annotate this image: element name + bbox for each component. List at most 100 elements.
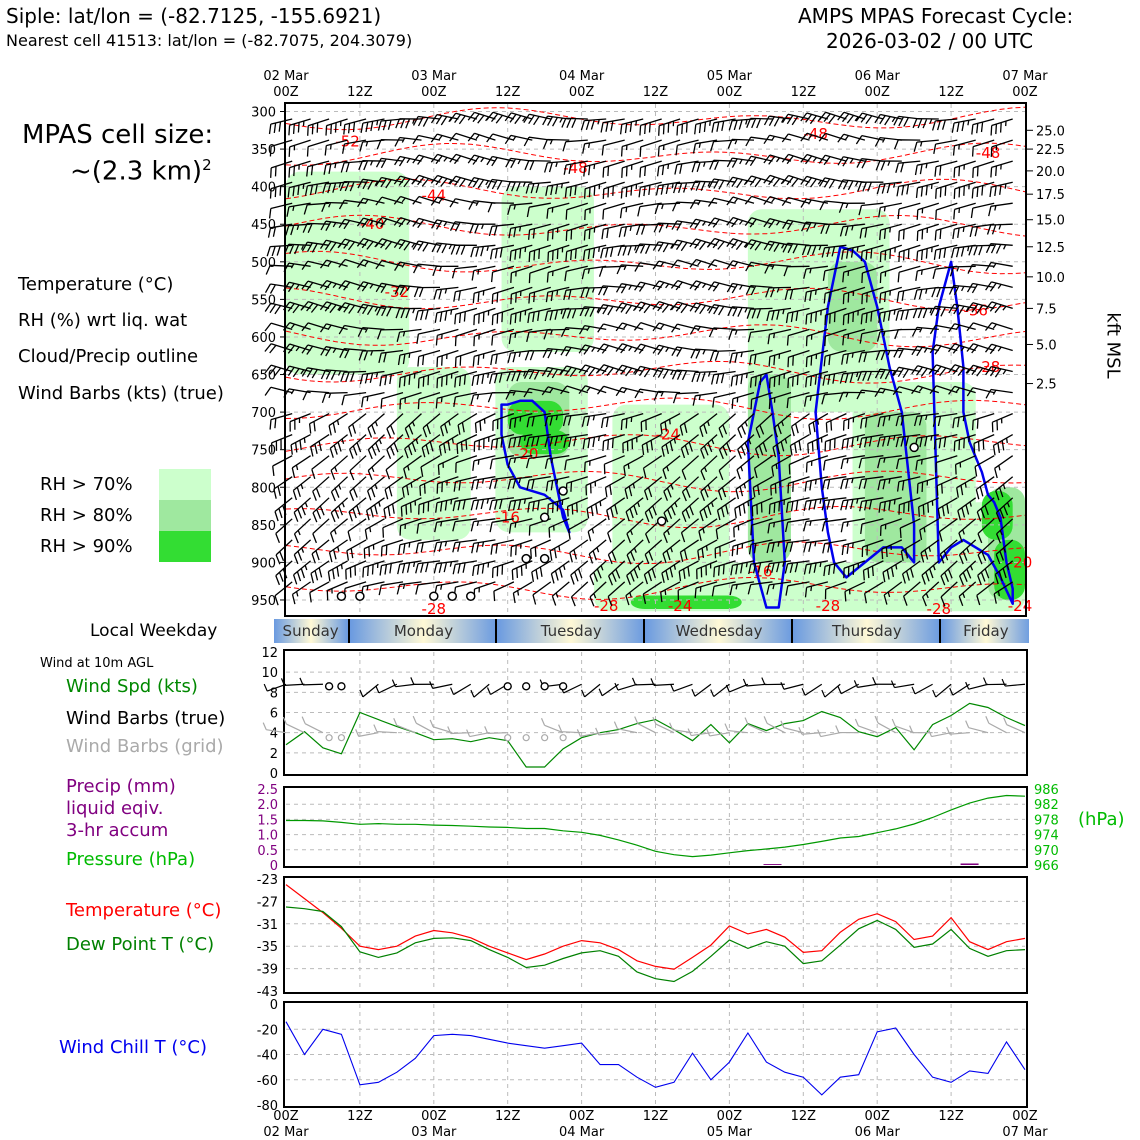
wind-barb <box>506 370 533 382</box>
wind-barb <box>878 202 902 218</box>
wind-barb <box>265 264 293 275</box>
wind-barb <box>916 476 940 494</box>
wind-barb <box>348 497 367 522</box>
rh-legend-70-swatch <box>159 469 211 500</box>
wind-barb <box>269 181 293 199</box>
wind-barb <box>395 307 422 319</box>
wind-barb <box>750 391 773 410</box>
bottom-date-label: 05 Mar <box>707 1125 753 1140</box>
wind-barb <box>784 539 810 553</box>
wind-barb <box>948 284 976 296</box>
pressure-tick-label: 400 <box>251 181 276 196</box>
wind-barb <box>663 476 681 501</box>
wind-barb <box>561 117 588 129</box>
wind-barb <box>821 518 847 532</box>
calm-wind-marker <box>466 591 476 601</box>
bottom-date-label: 03 Mar <box>411 1125 457 1140</box>
wind-barb <box>700 476 718 502</box>
wind-barb <box>357 303 385 316</box>
wind-barb <box>712 391 736 408</box>
wind-barb <box>264 283 293 294</box>
wind-barb <box>349 476 367 502</box>
wind-barb <box>301 280 330 291</box>
wind-barb <box>620 139 644 157</box>
wind-barb <box>600 412 625 429</box>
wind-barb <box>284 243 311 255</box>
wind-barb <box>976 581 995 606</box>
wind-barb <box>291 581 311 605</box>
wind-barb <box>615 283 644 294</box>
wind-barb <box>530 539 552 559</box>
wind-barb <box>860 518 884 534</box>
wind-barb <box>895 412 921 427</box>
wind-chill-label: Wind Chill T (°C) <box>59 1037 207 1058</box>
wind-barb <box>601 139 625 156</box>
wind-barb <box>860 307 884 325</box>
wind-barb <box>823 286 847 304</box>
wind-barb <box>438 434 459 456</box>
wind-barb <box>637 202 662 217</box>
wind-barb <box>311 455 330 479</box>
wind-barb <box>615 364 644 377</box>
cell-size-exponent: 2 <box>202 156 212 174</box>
wind-barb <box>619 118 644 135</box>
wind-barb <box>938 518 958 542</box>
wind-barb <box>394 155 422 167</box>
wind-barb <box>915 455 939 471</box>
wind-barb <box>302 390 330 401</box>
wind-barb <box>452 497 478 512</box>
wind-barb <box>818 154 847 166</box>
wind-barb <box>269 412 293 430</box>
wind-barb <box>570 581 589 607</box>
wind-barb <box>748 560 773 575</box>
wind-barb <box>913 139 939 152</box>
wind-barb <box>751 497 773 517</box>
bottom-hour-label: 00Z <box>864 1109 890 1124</box>
wind-barb <box>763 195 792 205</box>
height-tick-label: 2.5 <box>1036 378 1057 393</box>
wind-barb <box>994 455 1014 479</box>
temperature-contour-label: -40 <box>360 215 385 233</box>
wind-barb <box>386 434 404 460</box>
wind-barb <box>911 326 939 337</box>
wind-barb <box>301 241 330 253</box>
wind-barb <box>393 175 422 188</box>
wind-barb <box>292 560 312 585</box>
wind-barb <box>824 581 847 600</box>
wind-barb <box>694 118 718 135</box>
y-tick-label: 8 <box>270 686 278 701</box>
wind-barb <box>804 286 829 302</box>
wind-barbs-true-label: Wind Barbs (true) <box>66 708 226 729</box>
wind-barb <box>660 413 681 434</box>
wind-barb <box>415 581 441 595</box>
wind-barb <box>771 455 792 477</box>
wind-barb <box>600 244 625 259</box>
wind-barb <box>966 322 995 332</box>
wind-barb <box>404 434 422 459</box>
forecast-cycle-title: AMPS MPAS Forecast Cycle: <box>798 4 1074 28</box>
pressure-tick-label: 700 <box>251 406 276 421</box>
wind-barb <box>818 132 847 142</box>
wind-barb <box>412 217 441 229</box>
wind-barb <box>641 434 663 456</box>
wind-barb <box>375 259 404 270</box>
wind-barb <box>838 202 865 213</box>
calm-wind-marker-grid <box>337 734 346 742</box>
bottom-hour-label: 00Z <box>717 1109 743 1124</box>
wind-barb <box>730 370 755 387</box>
wind-barb <box>726 176 755 189</box>
wind-barb <box>367 455 385 481</box>
wind-barb <box>583 455 607 473</box>
calm-wind-marker <box>521 553 531 564</box>
wind-barb <box>895 160 921 173</box>
wind-barb <box>268 118 293 135</box>
wind-barb <box>919 518 940 541</box>
cross-section-frame <box>284 102 1027 617</box>
wind-barb <box>730 560 755 576</box>
wind-barb <box>339 348 367 359</box>
wind-barb <box>384 476 404 500</box>
wind-barb <box>286 202 311 217</box>
wind-barb <box>678 560 699 582</box>
wind-barb <box>728 328 755 340</box>
wind-barb <box>652 322 681 332</box>
